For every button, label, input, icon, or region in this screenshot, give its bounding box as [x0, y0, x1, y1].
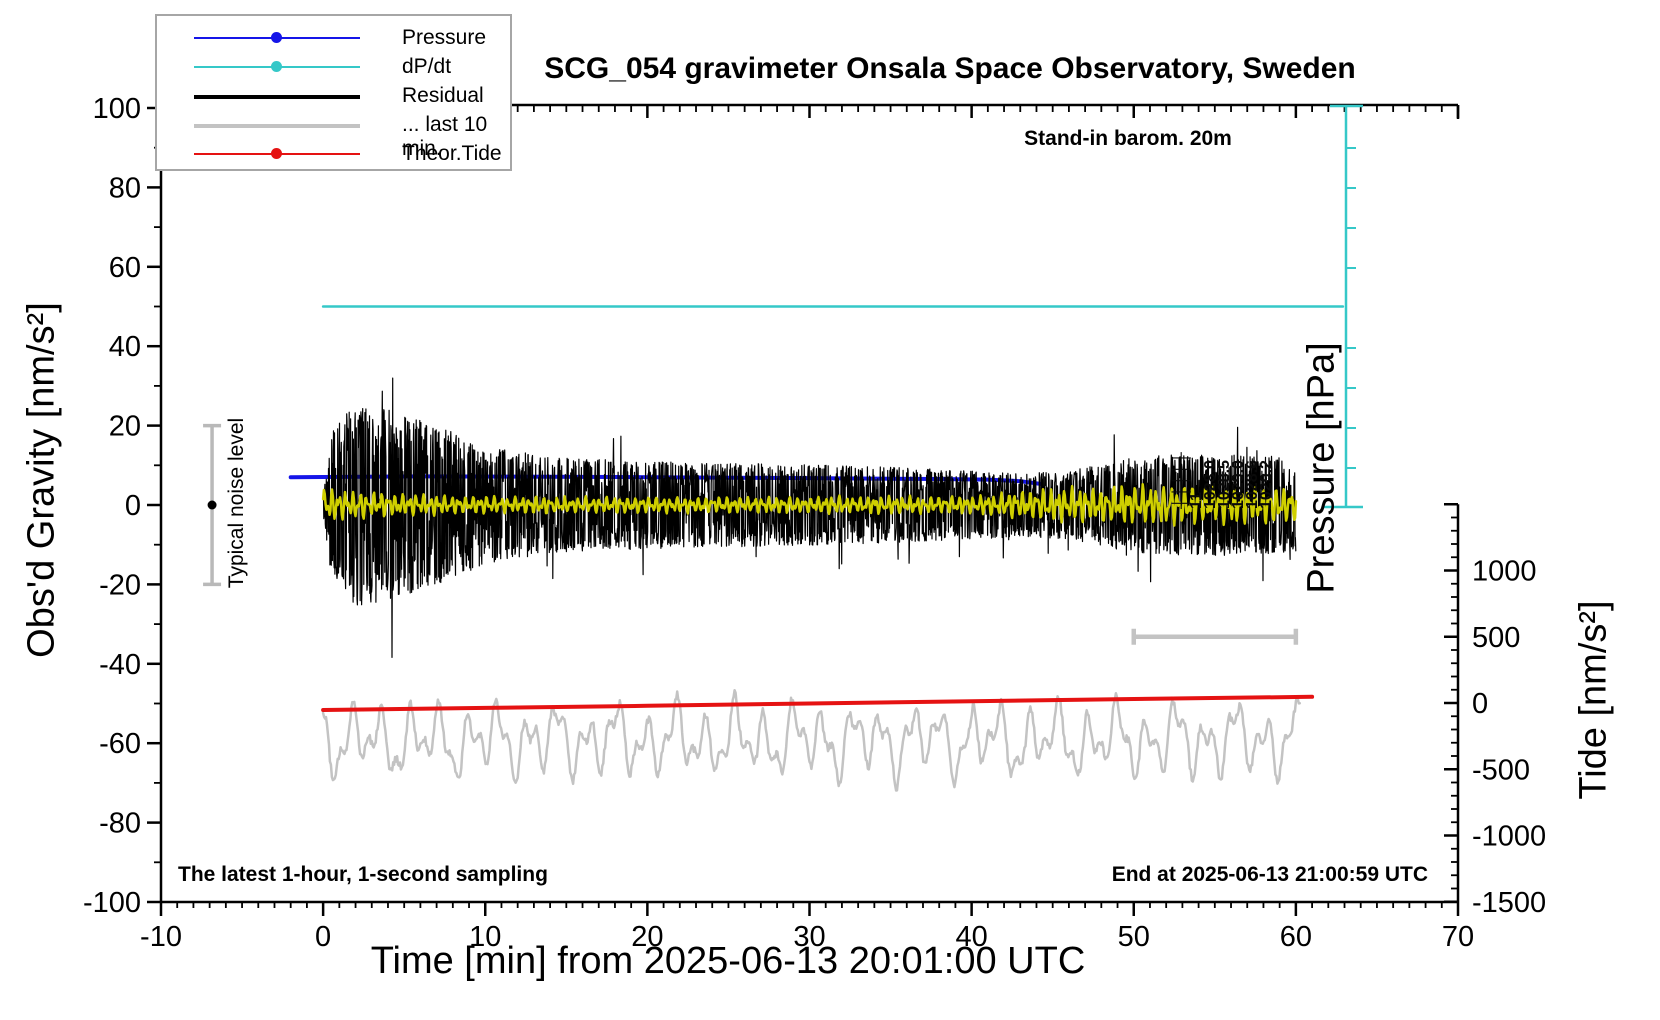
series-last10	[321, 688, 1302, 792]
x-tick-label: 10	[469, 921, 501, 953]
x-tick-label: 50	[1118, 921, 1150, 953]
y-left-tick-label: 60	[109, 252, 141, 284]
x-tick-label: 60	[1280, 921, 1312, 953]
legend-line-sample	[194, 95, 360, 99]
sampling-note: The latest 1-hour, 1-second sampling	[178, 863, 548, 886]
y-left-tick-label: -100	[83, 887, 141, 919]
x-axis-title: Time [min] from 2025-06-13 20:01:00 UTC	[370, 940, 1086, 982]
legend-item-pressure: Pressure	[157, 25, 510, 54]
pressure-reading-label: 11	[1188, 492, 1205, 509]
barometer-note: Stand-in barom. 20m	[1024, 127, 1232, 150]
x-tick-label: -10	[140, 921, 182, 953]
series-theor.tide	[321, 694, 1315, 712]
tide-tick-label: -1500	[1472, 887, 1546, 919]
x-tick-label: 30	[793, 921, 825, 953]
legend-item-dpdt: dP/dt	[157, 54, 510, 83]
tick-labels: -10 0 10 20 30 40 50 60 70100806040200-20-40-60-…	[83, 93, 1546, 953]
legend-item-theortide: Theor.Tide	[157, 141, 510, 170]
y-left-tick-label: -80	[99, 808, 141, 840]
pressure-reading-label: 1029.0	[1230, 460, 1247, 509]
legend-line-sample	[194, 124, 360, 128]
legend-dot-sample	[271, 148, 282, 159]
tide-tick-label: -1000	[1472, 821, 1546, 853]
y-left-tick-label: -60	[99, 728, 141, 760]
x-tick-label: 20	[631, 921, 663, 953]
series-residual	[322, 377, 1297, 659]
legend-item-residual: Residual	[157, 83, 510, 112]
y-left-tick-label: -20	[99, 569, 141, 601]
pressure-reading-label: 1028.5	[1216, 460, 1233, 509]
pressure-reading-label: 1029.2	[1258, 460, 1275, 509]
noise-level-label: Typical noise level	[225, 417, 248, 589]
y-axis-title-gravity: Obs'd Gravity [nm/s²]	[20, 302, 63, 658]
y-axis-title-tide: Tide [nm/s²]	[1572, 600, 1615, 800]
tide-tick-label: 0	[1472, 688, 1488, 720]
y-left-tick-label: -40	[99, 649, 141, 681]
typical-noise-level-marker	[203, 423, 222, 587]
x-tick-label: 70	[1442, 921, 1474, 953]
tide-tick-label: 1000	[1472, 556, 1537, 588]
tide-tick-label: -500	[1472, 754, 1530, 786]
data-series	[288, 305, 1345, 792]
legend-label: Pressure	[402, 26, 487, 49]
legend-label: Theor.Tide	[402, 142, 502, 165]
tide-tick-label: 500	[1472, 622, 1520, 654]
pressure-subaxis	[1322, 104, 1363, 509]
pressure-reading-label: ┼┼┼┼┼	[1171, 452, 1191, 510]
y-left-tick-label: 20	[109, 411, 141, 443]
legend-item-last10: ... last 10 min.	[157, 112, 510, 160]
pressure-reading-label: 1028.0	[1202, 460, 1219, 509]
x-tick-label: 0	[315, 921, 331, 953]
legend-label: Residual	[402, 84, 484, 107]
end-time-note: End at 2025-06-13 21:00:59 UTC	[1111, 863, 1428, 886]
legend-dot-sample	[271, 61, 282, 72]
last10-scalebar	[1131, 628, 1299, 645]
y-left-tick-label: 40	[109, 331, 141, 363]
x-tick-label: 40	[955, 921, 987, 953]
axis-ticks	[147, 105, 1460, 916]
series-residual-smooth	[321, 483, 1298, 527]
y-left-tick-label: 100	[93, 93, 141, 125]
legend-box: Pressure dP/dt Residual ... last 10 min.…	[155, 14, 512, 171]
noise-center-dot	[207, 500, 217, 510]
y-axis-title-pressure: Pressure [hPa]	[1300, 342, 1343, 594]
y-left-tick-label: 0	[125, 490, 141, 522]
y-left-tick-label: 80	[109, 172, 141, 204]
legend-label: dP/dt	[402, 55, 452, 78]
legend-label: ... last 10 min.	[402, 113, 488, 160]
chart-title: SCG_054 gravimeter Onsala Space Observat…	[544, 52, 1356, 85]
pressure-reading-label: 1028.6	[1244, 460, 1261, 509]
legend-dot-sample	[271, 32, 282, 43]
